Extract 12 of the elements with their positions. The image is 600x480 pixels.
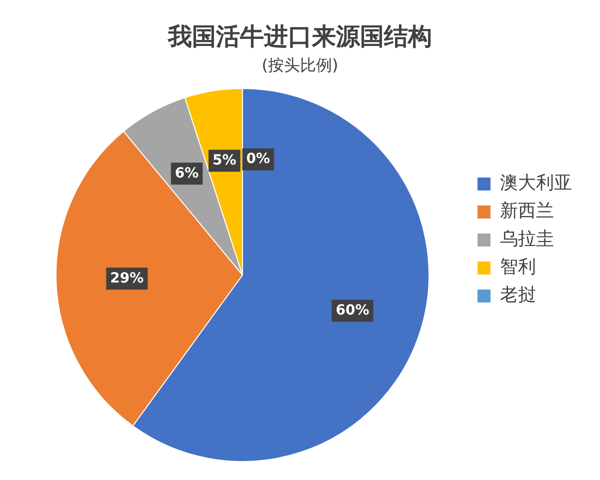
legend-label: 老挝 — [500, 284, 536, 306]
text: 0% — [246, 151, 270, 168]
chart-subtitle: (按头比例) — [262, 56, 338, 75]
data-label: 6% — [174, 165, 199, 182]
data-label: 29% — [110, 270, 144, 286]
data-label: 60% — [336, 302, 370, 318]
legend-label: 新西兰 — [500, 200, 554, 222]
legend-label: 乌拉圭 — [500, 228, 554, 250]
legend-label: 澳大利亚 — [500, 172, 572, 194]
chart-title: 我国活牛进口来源国结构 — [167, 22, 432, 51]
legend-label: 智利 — [500, 256, 536, 278]
data-label: 5% — [212, 152, 236, 168]
